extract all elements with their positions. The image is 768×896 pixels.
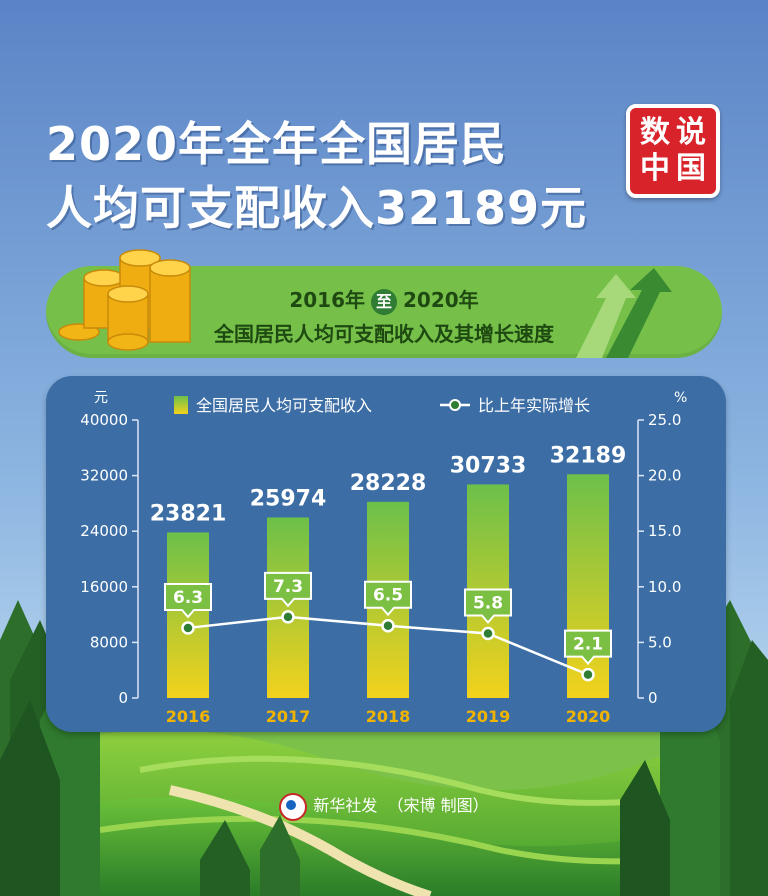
y-right-tick-label: 20.0 [648,467,681,485]
y-left-unit: 元 [94,390,108,406]
y-left-tick-label: 8000 [90,633,128,651]
subtitle-years: 2016年至 2020年 [0,284,768,315]
badge-char-4: 国 [676,151,706,186]
growth-point [581,667,595,682]
y-left-tick-label: 16000 [80,578,128,596]
y-right-unit: % [674,390,687,406]
bar-value-label: 32189 [550,443,627,468]
x-tick-label: 2016 [166,707,211,726]
y-right-tick-label: 0 [648,689,658,707]
x-tick-label: 2017 [266,707,311,726]
y-right-tick-label: 5.0 [648,633,672,651]
growth-arrows-icon [576,268,672,358]
y-right-tick-label: 10.0 [648,578,681,596]
chart-legend: 全国居民人均可支配收入 比上年实际增长 [174,396,590,415]
page-title-line2: 人均可支配收入32189元 [46,181,588,235]
legend-marker-icon [449,399,461,411]
y-left-tick-label: 40000 [80,411,128,429]
y-left-tick-label: 0 [118,689,128,707]
gold-coins-icon [58,249,191,351]
legend-bar-swatch [174,396,188,414]
subtitle-description: 全国居民人均可支配收入及其增长速度 [214,322,554,346]
growth-label-box [364,580,412,617]
bar-value-label: 25974 [250,486,327,511]
growth-value-label: 7.3 [273,577,303,597]
subtitle-to: 2020年 [403,288,479,312]
growth-point [281,610,295,624]
growth-label-box [164,582,212,619]
bar-value-label: 28228 [350,471,427,496]
income-chart: 40000 32000 24000 16000 8000 0 25.0 20.0 15.0 10.… [80,390,687,726]
badge-char-2: 说 [676,115,706,150]
xinhua-logo-icon [279,792,308,821]
bar-value-label: 30733 [450,453,527,478]
x-tick-label: 2019 [466,707,511,726]
growth-value-label: 6.5 [373,586,403,606]
legend-line-label: 比上年实际增长 [478,396,590,415]
y-left-tick-label: 24000 [80,522,128,540]
growth-value-label: 2.1 [573,635,603,655]
x-tick-label: 2018 [366,707,411,726]
shuoshuo-china-badge: 数 说 中 国 [626,104,720,198]
income-bar [267,517,309,698]
growth-value-label: 5.8 [473,594,503,614]
credit-agency: 新华社发 [313,796,378,815]
legend-bar-label: 全国居民人均可支配收入 [196,396,372,415]
y-right-tick-label: 25.0 [648,411,681,429]
growth-point [381,618,395,633]
growth-point [181,621,195,635]
growth-point [481,626,495,641]
x-tick-label: 2020 [566,707,611,726]
badge-char-1: 数 [640,115,670,150]
growth-label-box [464,588,512,625]
page-title-line1: 2020年全年全国居民 [46,117,508,171]
subtitle-connector: 至 [371,288,397,315]
badge-char-3: 中 [640,151,670,186]
subtitle-from: 2016年 [289,288,365,312]
growth-label-box [264,571,312,608]
growth-value-label: 6.3 [173,588,203,608]
bar-value-label: 23821 [150,501,227,526]
growth-label-box [564,629,612,666]
y-left-tick-label: 32000 [80,467,128,485]
credit-author: （宋博 制图） [387,796,489,815]
y-right-tick-label: 15.0 [648,522,681,540]
credit-line: 新华社发 （宋博 制图） [0,792,768,821]
